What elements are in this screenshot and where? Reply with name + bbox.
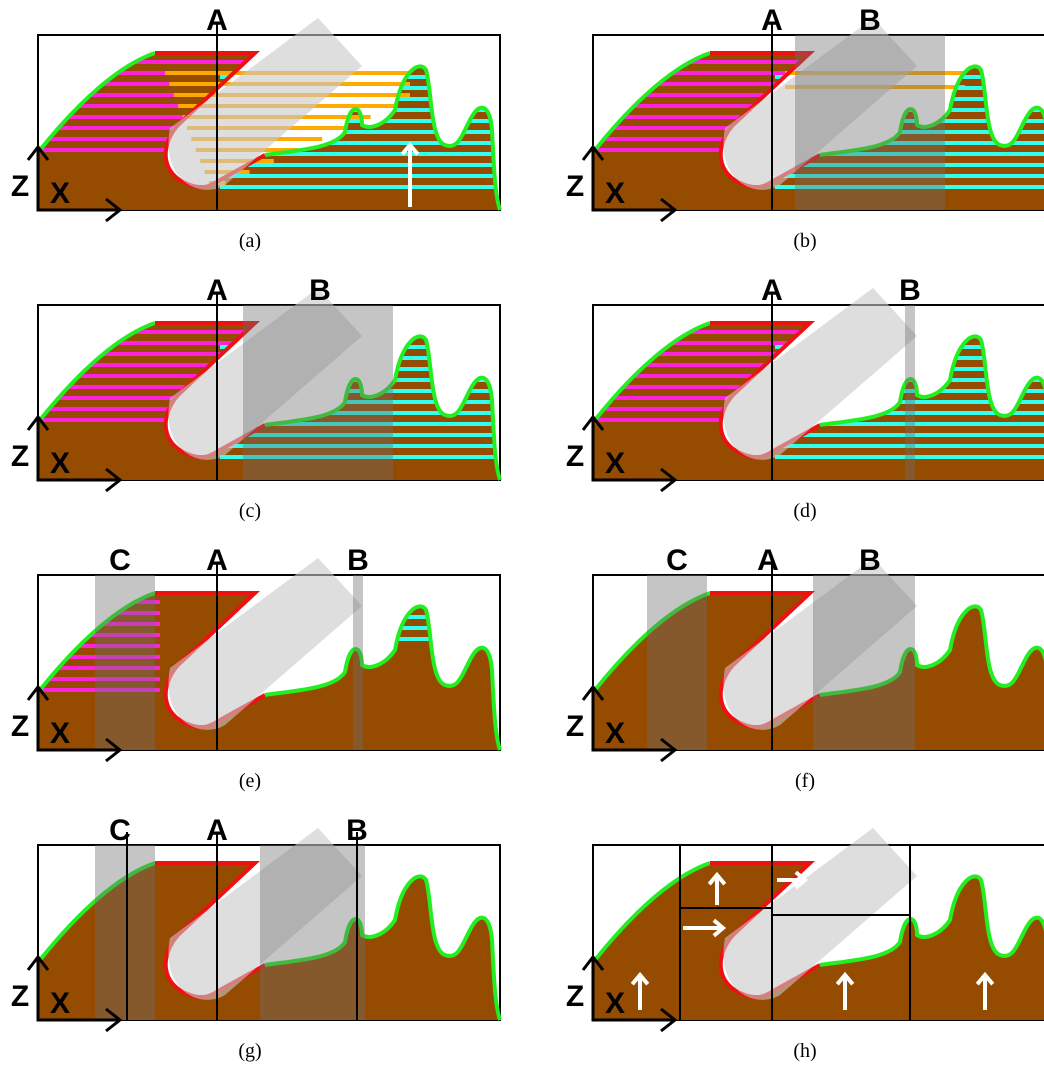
caption: (b) bbox=[793, 230, 816, 252]
caption: (c) bbox=[239, 500, 261, 522]
axis-z: Z bbox=[11, 440, 29, 473]
shaded-column bbox=[795, 35, 945, 210]
shaded-column bbox=[353, 575, 363, 750]
axis-x: X bbox=[50, 177, 70, 210]
axis-z: Z bbox=[11, 170, 29, 203]
axis-x: X bbox=[605, 717, 625, 750]
caption: (g) bbox=[238, 1040, 261, 1062]
marker-label: B bbox=[859, 4, 881, 37]
caption: (h) bbox=[793, 1040, 816, 1062]
marker-label: A bbox=[206, 274, 228, 307]
marker-label: A bbox=[206, 544, 228, 577]
shaded-column bbox=[260, 845, 365, 1020]
axis-x: X bbox=[50, 447, 70, 480]
shaded-column bbox=[813, 575, 915, 750]
shaded-column bbox=[95, 575, 155, 750]
marker-label: C bbox=[109, 814, 131, 847]
marker-label: B bbox=[347, 544, 369, 577]
marker-label: B bbox=[309, 274, 331, 307]
figure: AZX(a)ABZX(b)ABZX(c)ABZX(d)CABZX(e)CABZX… bbox=[0, 0, 1044, 1065]
shaded-column bbox=[243, 305, 393, 480]
marker-label: A bbox=[206, 814, 228, 847]
axis-x: X bbox=[50, 717, 70, 750]
axis-z: Z bbox=[11, 980, 29, 1013]
axis-z: Z bbox=[566, 710, 584, 743]
marker-label: A bbox=[761, 274, 783, 307]
axis-x: X bbox=[605, 447, 625, 480]
marker-label: A bbox=[761, 4, 783, 37]
axis-x: X bbox=[605, 987, 625, 1020]
marker-label: A bbox=[757, 544, 779, 577]
caption: (a) bbox=[239, 230, 261, 252]
marker-label: C bbox=[666, 544, 688, 577]
panel: C A B ZX (f) bbox=[566, 544, 1044, 792]
marker-label: B bbox=[346, 814, 368, 847]
marker-label: B bbox=[859, 544, 881, 577]
axis-z: Z bbox=[566, 440, 584, 473]
axis-z: Z bbox=[566, 980, 584, 1013]
shaded-column bbox=[95, 845, 155, 1020]
shaded-column bbox=[905, 305, 915, 480]
axis-x: X bbox=[605, 177, 625, 210]
marker-label: A bbox=[206, 4, 228, 37]
caption: (f) bbox=[795, 770, 815, 792]
marker-label: C bbox=[109, 544, 131, 577]
caption: (e) bbox=[239, 770, 261, 792]
marker-label: B bbox=[899, 274, 921, 307]
axis-z: Z bbox=[566, 170, 584, 203]
axis-x: X bbox=[50, 987, 70, 1020]
axis-z: Z bbox=[11, 710, 29, 743]
shaded-column bbox=[647, 575, 707, 750]
caption: (d) bbox=[793, 500, 816, 522]
